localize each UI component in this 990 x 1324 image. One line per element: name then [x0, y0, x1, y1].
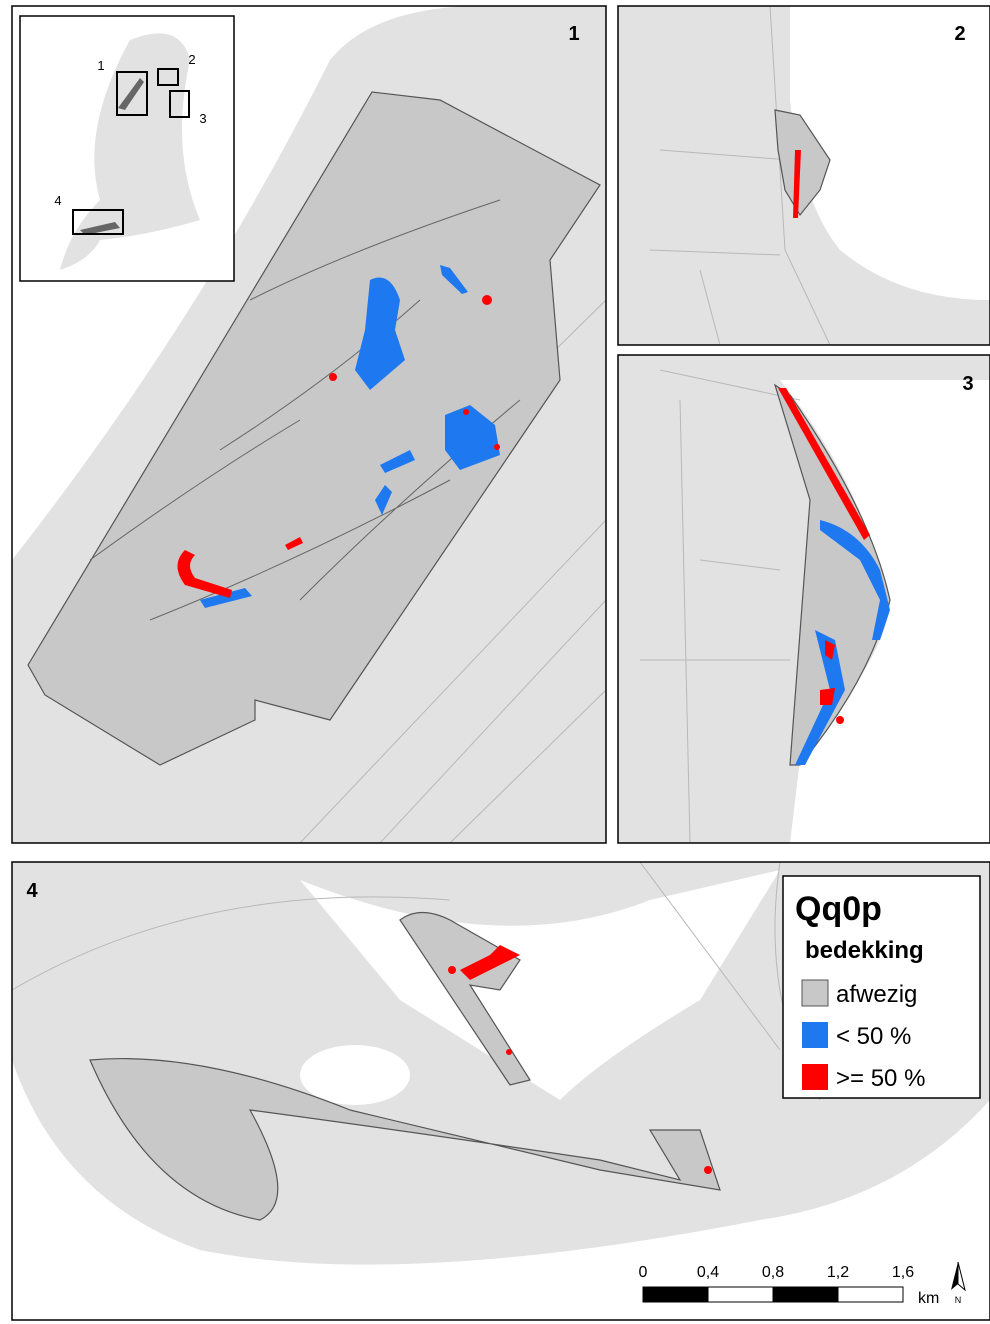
legend-subtitle: bedekking	[805, 937, 924, 964]
cover-ge50	[704, 1166, 712, 1174]
scale-segment	[773, 1287, 838, 1302]
panel-3-map	[618, 355, 990, 843]
legend-swatch	[802, 980, 828, 1006]
legend-title: Qq0p	[795, 890, 882, 928]
inset-label: 2	[188, 52, 195, 67]
cover-ge50	[482, 295, 492, 305]
scale-label: 0,8	[762, 1264, 784, 1281]
scale-label: 0,4	[697, 1264, 719, 1281]
legend-label: >= 50 %	[836, 1065, 925, 1092]
cover-ge50	[329, 373, 337, 381]
scale-segment	[643, 1287, 708, 1302]
north-label: N	[955, 1295, 962, 1305]
panel-label: 2	[954, 23, 965, 45]
scale-label: 1,2	[827, 1264, 849, 1281]
scale-unit: km	[918, 1290, 939, 1307]
scale-segment	[708, 1287, 773, 1302]
legend-label: < 50 %	[836, 1023, 911, 1050]
legend-swatch	[802, 1064, 828, 1090]
cover-ge50	[448, 966, 456, 974]
legend-swatch	[802, 1022, 828, 1048]
scale-label: 1,6	[892, 1264, 914, 1281]
cover-ge50	[494, 444, 500, 450]
panel-2-map	[618, 6, 990, 345]
cover-ge50	[463, 409, 469, 415]
scale-segment	[838, 1287, 903, 1302]
legend-label: afwezig	[836, 981, 917, 1008]
scale-label: 0	[639, 1264, 648, 1281]
inset-label: 4	[54, 193, 61, 208]
inset-label: 1	[97, 58, 104, 73]
panel-label: 4	[26, 880, 38, 902]
panel-label: 1	[568, 23, 579, 45]
panel-label: 3	[962, 373, 973, 395]
map-figure: 1 1 2 3 4 2 3 4 Qq0p bedekking km N afwe…	[0, 0, 990, 1324]
cover-ge50	[506, 1049, 512, 1055]
scale-bar: km	[918, 1290, 939, 1307]
cover-ge50	[836, 716, 844, 724]
inset-label: 3	[199, 111, 206, 126]
